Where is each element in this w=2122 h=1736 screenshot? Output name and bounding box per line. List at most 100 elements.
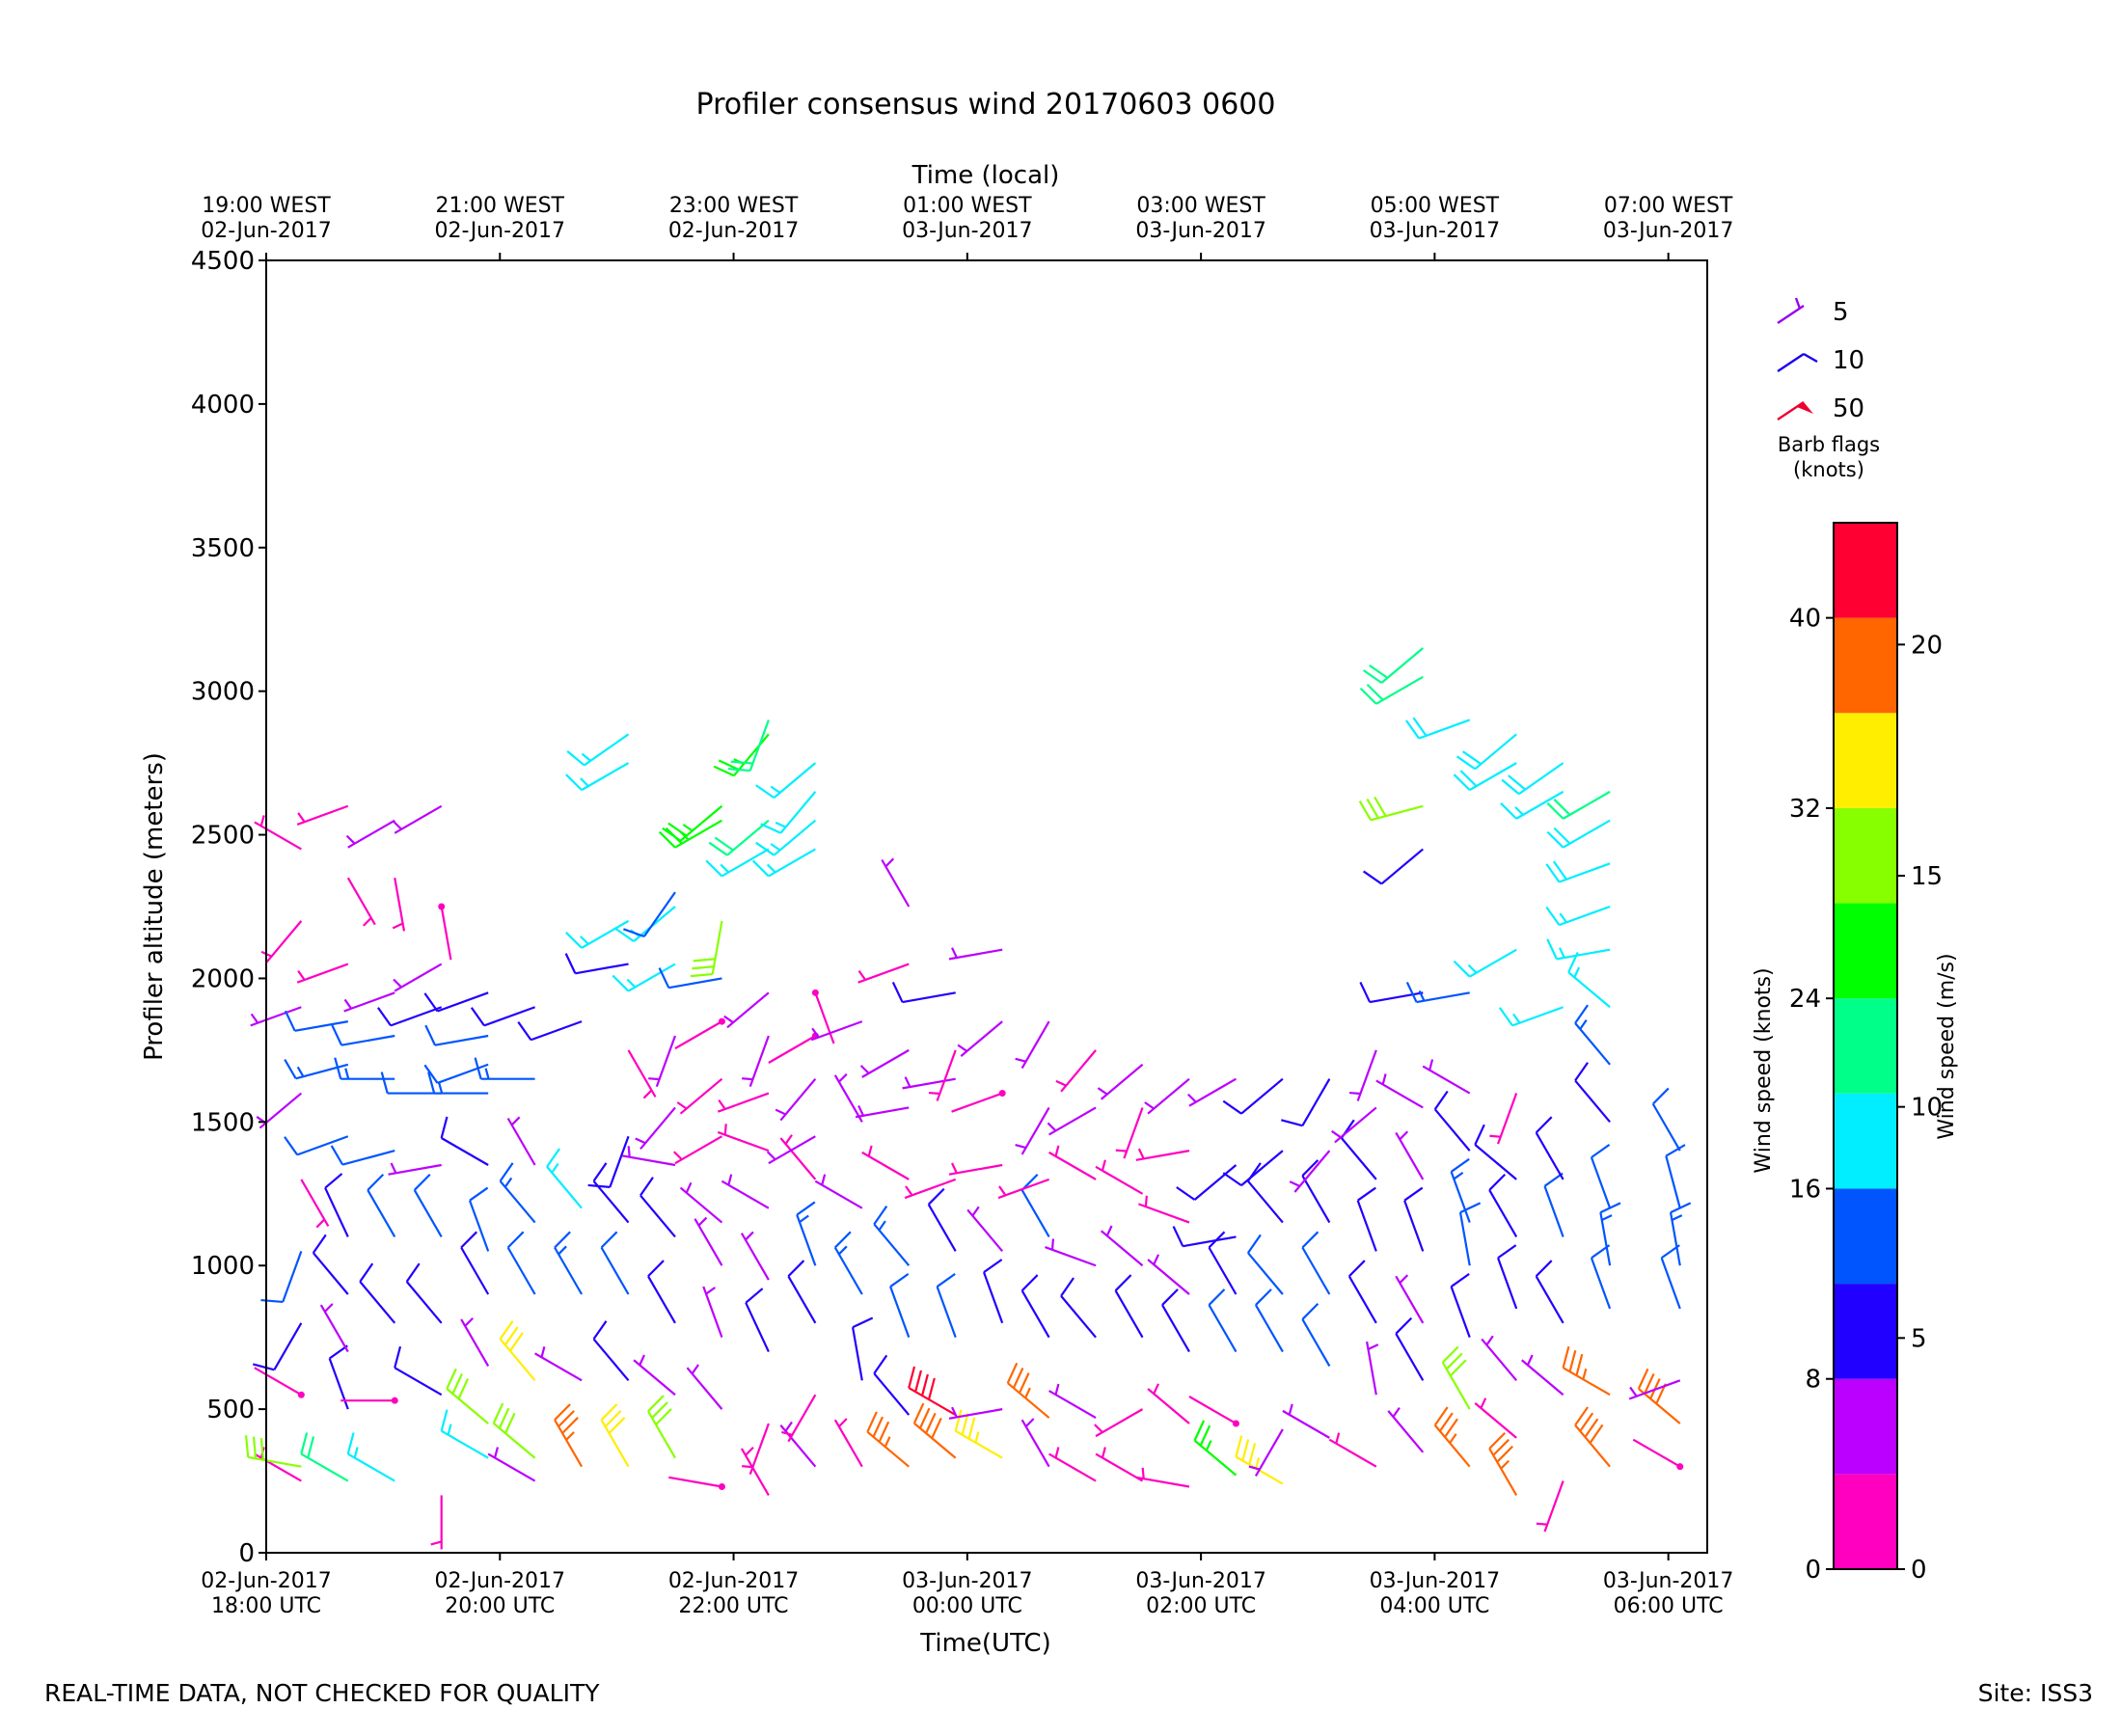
colorbar-band	[1834, 903, 1897, 999]
barb-half	[639, 1354, 645, 1366]
barb-half	[1047, 1122, 1057, 1132]
barb-full	[558, 1410, 575, 1427]
wind-barb	[954, 1409, 1003, 1459]
barb-half	[781, 1430, 793, 1436]
barb-full	[1363, 870, 1382, 885]
x-top-tick-label: 05:00 WEST	[1371, 194, 1500, 218]
barb-full	[927, 1187, 945, 1206]
barb-full	[469, 1186, 489, 1202]
wind-barb	[1489, 1093, 1518, 1145]
barb-shaft	[982, 1271, 1004, 1324]
barb-full	[647, 1395, 665, 1413]
barb-shaft	[1416, 991, 1470, 1004]
barb-shaft	[319, 1304, 349, 1353]
barb-half	[685, 1181, 693, 1194]
barb-shaft	[1375, 675, 1424, 705]
x-tick-label: 06:00 UTC	[1614, 1594, 1724, 1618]
barb-shaft	[254, 1452, 302, 1482]
wind-barb	[392, 878, 406, 932]
barb-shaft	[639, 1106, 676, 1151]
barb-shaft	[1422, 1065, 1471, 1095]
barb-shaft	[768, 1035, 816, 1064]
barb-half	[838, 1072, 848, 1083]
barb-full	[1546, 938, 1558, 960]
barb-shaft	[1474, 1402, 1517, 1439]
barb-shaft	[1147, 1259, 1190, 1295]
barb-shaft	[726, 991, 770, 1029]
wind-barb	[1422, 1059, 1471, 1095]
barb-half	[811, 1027, 820, 1039]
barb-full	[852, 1316, 874, 1329]
wind-barb	[966, 1206, 1004, 1253]
x-tick-label: 18:00 UTC	[211, 1594, 321, 1618]
colorbar-band	[1834, 713, 1897, 808]
wind-barb	[621, 1146, 676, 1167]
barb-half	[1629, 1386, 1638, 1397]
barb-shaft	[694, 1218, 723, 1266]
wind-barb	[340, 1397, 398, 1404]
wind-barb	[592, 1320, 630, 1382]
barb-half	[720, 863, 730, 874]
wind-barb	[857, 963, 910, 984]
wind-barb	[811, 989, 835, 1044]
barb-full	[1546, 802, 1564, 820]
barb-half	[1671, 1214, 1683, 1221]
barb-shaft	[1147, 1077, 1190, 1115]
barb-half	[1153, 1383, 1159, 1395]
wind-barb	[851, 1316, 874, 1381]
barb-full	[1535, 1116, 1553, 1134]
wind-barb	[1100, 1225, 1144, 1267]
barb-shaft	[1474, 733, 1517, 771]
barb-half	[838, 1418, 848, 1427]
barb-half	[392, 922, 404, 930]
barb-shaft	[1188, 1077, 1237, 1107]
barb-full	[1492, 1438, 1510, 1456]
barb-full	[658, 967, 670, 989]
barb-full	[873, 1354, 888, 1374]
colorbar-knot-label: 24	[1789, 985, 1821, 1014]
barb-full	[967, 1417, 976, 1440]
barb-full	[866, 1411, 878, 1433]
x-top-tick-label: 02-Jun-2017	[201, 219, 331, 243]
wind-barb	[1006, 1362, 1050, 1419]
barb-shaft	[1590, 1257, 1612, 1310]
barb-half	[1054, 1383, 1060, 1396]
barb-full	[745, 1288, 764, 1304]
barb-full	[1508, 774, 1527, 791]
wind-barb	[1628, 1379, 1681, 1400]
wind-barb	[1501, 762, 1564, 796]
wind-barb	[679, 1181, 723, 1224]
barb-shaft	[1418, 719, 1471, 740]
barb-full	[446, 1368, 457, 1390]
wind-barb	[627, 1049, 657, 1099]
barb-full	[566, 750, 585, 767]
barb-half	[745, 1447, 754, 1456]
barb-shaft	[296, 804, 349, 826]
wind-barb	[810, 1020, 863, 1042]
x-top-tick-label: 07:00 WEST	[1604, 194, 1733, 218]
wind-barb	[717, 1092, 770, 1113]
barb-half	[784, 1134, 793, 1145]
barb-full	[394, 1345, 402, 1369]
barb-full	[1545, 863, 1561, 883]
barb-shaft	[434, 1034, 489, 1046]
barb-shaft	[647, 1410, 676, 1459]
barb-full	[1438, 1412, 1454, 1432]
barb-shaft	[779, 1137, 817, 1180]
barb-full	[1222, 1172, 1242, 1187]
barb-shaft	[1114, 1289, 1144, 1339]
barb-full	[284, 1059, 297, 1079]
barb-half	[718, 1099, 726, 1110]
wind-barb	[1441, 1345, 1471, 1410]
wind-barb	[727, 719, 770, 773]
wind-barb	[492, 1402, 536, 1459]
wind-barb	[948, 1162, 1003, 1176]
barb-full	[1497, 1244, 1517, 1260]
x-top-tick-label: 19:00 WEST	[202, 194, 331, 218]
barb-half	[697, 1216, 708, 1227]
barb-half	[1054, 1447, 1060, 1458]
wind-barb	[1048, 1383, 1097, 1419]
barb-full	[503, 1326, 519, 1346]
x-top-tick-label: 21:00 WEST	[436, 194, 565, 218]
wind-barb	[908, 1366, 957, 1417]
